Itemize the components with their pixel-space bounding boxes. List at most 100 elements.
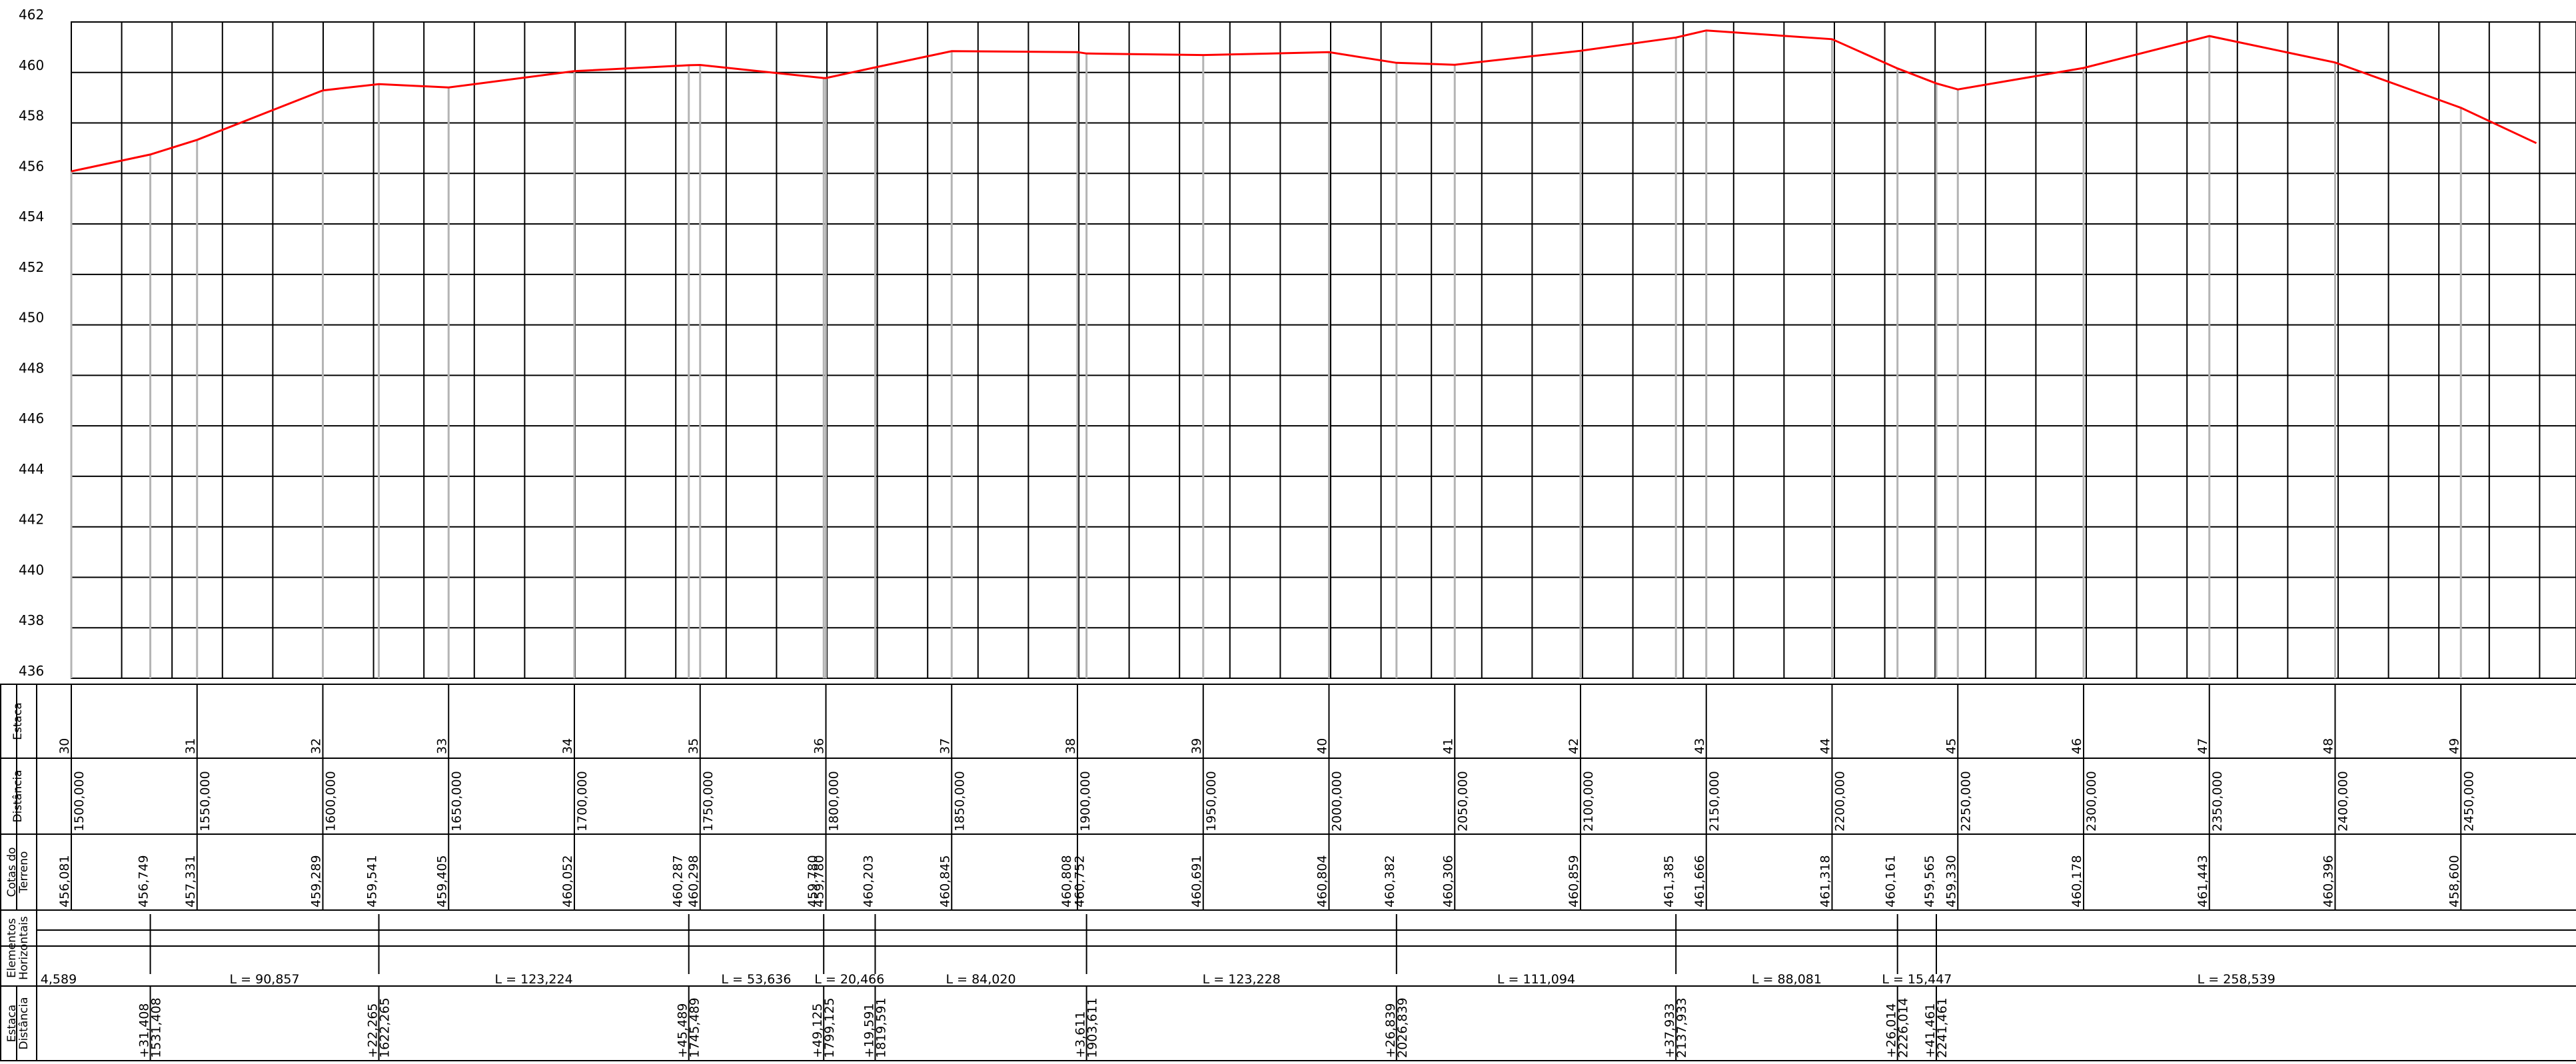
row-title: Terreno xyxy=(17,851,31,894)
terrain-elevation-label: 460,804 xyxy=(1315,855,1330,907)
y-tick-label: 442 xyxy=(19,512,44,528)
notable-point-distance: 1903,611 xyxy=(1085,997,1100,1058)
y-tick-label: 444 xyxy=(19,461,44,477)
y-tick-label: 452 xyxy=(19,259,44,275)
distance-label: 2100,000 xyxy=(1581,771,1596,831)
distance-label: 1750,000 xyxy=(701,771,716,831)
row-title: Distância xyxy=(17,997,31,1049)
notable-point-distance: 1531,408 xyxy=(149,997,164,1058)
terrain-elevation-label: 458,600 xyxy=(2447,855,2461,907)
terrain-elevation-label: 460,178 xyxy=(2070,855,2084,907)
terrain-elevation-label: 460,808 xyxy=(1059,855,1074,907)
y-tick-label: 458 xyxy=(19,108,44,124)
distance-label: 2250,000 xyxy=(1958,771,1973,831)
terrain-elevation-label: 460,287 xyxy=(671,855,686,907)
notable-point-estaca: +45,489 xyxy=(676,1003,690,1058)
y-tick-label: 440 xyxy=(19,562,44,578)
terrain-elevation-label: 460,845 xyxy=(938,855,952,907)
terrain-elevation-label: 461,318 xyxy=(1818,855,1833,907)
terrain-elevation-label: 460,052 xyxy=(560,855,575,907)
notable-point-distance: 2226,014 xyxy=(1896,997,1911,1058)
terrain-elevation-label: 460,752 xyxy=(1073,855,1087,907)
segment-length-label: L = 20,466 xyxy=(814,972,884,987)
segment-length-label: L = 90,857 xyxy=(230,972,300,987)
station-label: 43 xyxy=(1692,738,1707,754)
terrain-elevation-label: 456,749 xyxy=(137,855,151,907)
segment-length-label: L = 84,020 xyxy=(946,972,1016,987)
terrain-elevation-label: 460,382 xyxy=(1383,855,1397,907)
station-label: 36 xyxy=(812,738,827,754)
distance-label: 1500,000 xyxy=(72,771,87,831)
terrain-elevation-label: 460,396 xyxy=(2321,855,2336,907)
y-tick-label: 438 xyxy=(19,612,44,628)
distance-label: 2350,000 xyxy=(2210,771,2225,831)
notable-point-distance: 1622,265 xyxy=(378,997,392,1058)
notable-point-estaca: +41,461 xyxy=(1923,1003,1938,1058)
station-label: 48 xyxy=(2321,738,2336,754)
terrain-elevation-label: 459,330 xyxy=(1944,855,1958,907)
plot-frame xyxy=(71,21,2576,679)
notable-point-distance: 1819,591 xyxy=(874,997,888,1058)
station-label: 44 xyxy=(1818,738,1833,754)
terrain-elevation-label: 456,081 xyxy=(57,855,72,907)
notable-point-distance: 1799,125 xyxy=(822,997,837,1058)
segment-length-label: L = 88,081 xyxy=(1752,972,1822,987)
station-label: 31 xyxy=(183,738,198,754)
station-label: 32 xyxy=(309,738,324,754)
distance-label: 1700,000 xyxy=(575,771,590,831)
distance-label: 1900,000 xyxy=(1078,771,1093,831)
segment-length-label: L = 123,228 xyxy=(1203,972,1281,987)
station-label: 33 xyxy=(434,738,449,754)
segment-length-label: L = 53,636 xyxy=(721,972,791,987)
notable-point-estaca: +26,839 xyxy=(1383,1003,1398,1058)
notable-point-distance: 1745,489 xyxy=(688,997,702,1058)
segment-length-label: L = 258,539 xyxy=(2198,972,2275,987)
distance-label: 1550,000 xyxy=(198,771,213,831)
terrain-elevation-label: 461,666 xyxy=(1692,855,1707,907)
notable-point-estaca: +22,265 xyxy=(366,1003,380,1058)
station-label: 35 xyxy=(686,738,701,754)
row-title: Elementos xyxy=(5,918,19,978)
station-label: 34 xyxy=(560,738,575,754)
distance-label: 2450,000 xyxy=(2461,771,2476,831)
terrain-elevation-label: 460,306 xyxy=(1441,855,1455,907)
terrain-elevation-label: 457,331 xyxy=(183,855,198,907)
row-title: Horizontais xyxy=(17,916,31,980)
segment-length-label: 4,589 xyxy=(41,972,77,987)
terrain-elevation-label: 459,541 xyxy=(365,855,380,907)
y-tick-label: 456 xyxy=(19,158,44,174)
notable-point-estaca: +31,408 xyxy=(137,1003,152,1058)
distance-label: 1600,000 xyxy=(324,771,338,831)
y-tick-label: 460 xyxy=(19,57,44,73)
station-label: 30 xyxy=(57,738,72,754)
terrain-elevation-label: 460,161 xyxy=(1884,855,1898,907)
y-tick-label: 448 xyxy=(19,360,44,376)
row-title: Estaca xyxy=(11,702,25,740)
station-label: 39 xyxy=(1189,738,1204,754)
station-label: 47 xyxy=(2196,738,2210,754)
terrain-elevation-label: 461,443 xyxy=(2196,855,2210,907)
y-tick-label: 446 xyxy=(19,410,44,426)
distance-label: 2000,000 xyxy=(1330,771,1345,831)
notable-point-distance: 2026,839 xyxy=(1395,997,1410,1058)
station-label: 45 xyxy=(1944,738,1958,754)
y-tick-label: 450 xyxy=(19,310,44,326)
row-title: Estaca xyxy=(5,1005,19,1042)
station-label: 40 xyxy=(1315,738,1330,754)
station-label: 46 xyxy=(2070,738,2084,754)
terrain-elevation-label: 459,565 xyxy=(1922,855,1937,907)
terrain-elevation-label: 460,298 xyxy=(686,855,701,907)
station-label: 38 xyxy=(1063,738,1078,754)
distance-label: 2400,000 xyxy=(2336,771,2351,831)
notable-point-estaca: +37,933 xyxy=(1662,1003,1677,1058)
notable-point-estaca: +49,125 xyxy=(810,1003,825,1058)
row-title: Distância xyxy=(11,770,25,822)
station-label: 42 xyxy=(1567,738,1581,754)
distance-label: 1650,000 xyxy=(449,771,464,831)
distance-label: 2150,000 xyxy=(1707,771,1722,831)
notable-point-estaca: +3,611 xyxy=(1073,1011,1088,1058)
terrain-profile-line xyxy=(71,29,2537,173)
distance-label: 1800,000 xyxy=(827,771,842,831)
distance-label: 2300,000 xyxy=(2084,771,2099,831)
segment-length-label: L = 111,094 xyxy=(1497,972,1575,987)
